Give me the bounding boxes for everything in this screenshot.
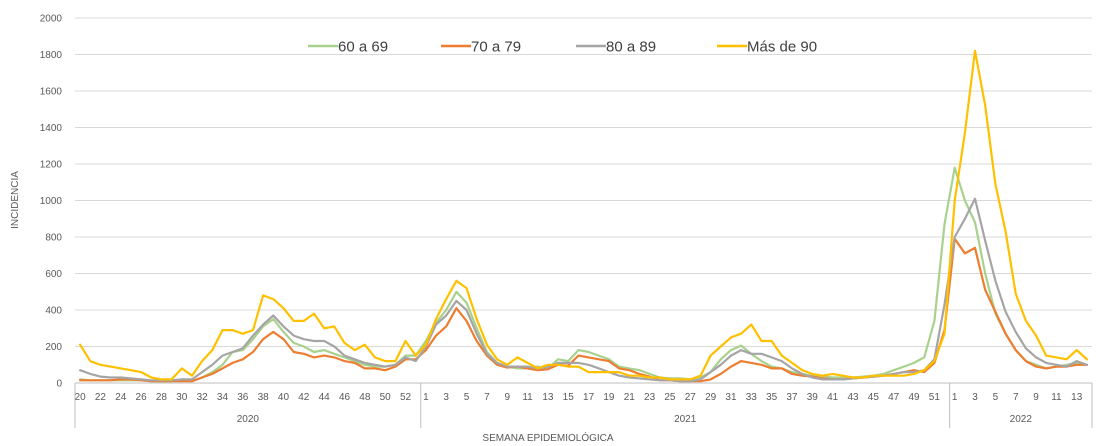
legend: 60 a 69 70 a 79 80 a 89 Más de 90 [308,39,817,56]
y-tick-label: 0 [56,379,62,390]
x-tick-label: 19 [603,392,615,403]
series-line-4 [78,49,1089,381]
x-tick-label: 42 [298,392,310,403]
y-tick-label: 1800 [40,50,63,61]
legend-label: 60 a 69 [338,39,388,56]
x-tick-label: 25 [664,392,676,403]
x-tick-label: 24 [115,392,127,403]
x-tick-label: 33 [746,392,758,403]
x-tick-label: 52 [400,392,412,403]
x-tick-label: 13 [542,392,554,403]
x-tick-label: 11 [522,392,533,403]
y-tick-label: 1200 [40,160,63,171]
y-tick-label: 600 [45,269,62,280]
x-tick-label: 5 [464,392,470,403]
x-tick-label: 49 [908,392,920,403]
x-tick-label: 36 [237,392,249,403]
x-tick-label: 51 [929,392,941,403]
x-tick-label: 1 [952,392,958,403]
x-tick-label: 26 [136,392,148,403]
x-tick-label: 47 [888,392,900,403]
x-tick-label: 9 [1033,392,1039,403]
x-tick-label: 5 [993,392,999,403]
y-tick-label: 200 [45,342,62,353]
x-tick-label: 41 [827,392,839,403]
x-tick-label: 30 [176,392,188,403]
x-tick-label: 7 [1013,392,1019,403]
y-axis-title: INCIDENCIA [10,171,21,229]
y-tick-label: 400 [45,306,62,317]
y-tick-label: 1400 [40,123,63,134]
x-tick-label: 44 [319,392,331,403]
x-tick-label: 15 [563,392,575,403]
y-axis-ticks: 0 200 400 600 800 1000 1200 1400 1600 1800 2000 [40,14,63,390]
x-tick-label: 32 [197,392,209,403]
x-tick-label: 50 [380,392,392,403]
x-tick-label: 3 [972,392,978,403]
series-lines [78,49,1089,383]
y-tick-label: 1000 [40,196,63,207]
legend-label: 80 a 89 [606,39,656,56]
x-tick-label: 46 [339,392,351,403]
x-tick-label: 40 [278,392,290,403]
x-tick-label: 34 [217,392,229,403]
legend-label: 70 a 79 [471,39,521,56]
series-line-1 [78,166,1089,383]
x-tick-label: 3 [443,392,449,403]
y-tick-label: 1600 [40,87,63,98]
x-tick-label: 43 [847,392,859,403]
y-tick-label: 2000 [40,14,63,25]
x-tick-label: 22 [95,392,107,403]
x-tick-label: 17 [583,392,595,403]
year-label: 2021 [674,414,697,425]
x-tick-label: 7 [484,392,490,403]
x-tick-label: 21 [624,392,636,403]
x-axis-title: SEMANA EPIDEMIOLÓGICA [482,431,613,444]
x-tick-label: 27 [685,392,697,403]
year-label: 2020 [237,414,260,425]
x-tick-label: 11 [1051,392,1062,403]
x-tick-label: 31 [725,392,737,403]
x-tick-label: 9 [504,392,510,403]
x-tick-label: 29 [705,392,717,403]
y-tick-label: 800 [45,233,62,244]
gridlines [75,17,1092,347]
x-tick-label: 13 [1071,392,1083,403]
year-label: 2022 [1010,414,1033,425]
x-tick-label: 45 [868,392,880,403]
x-tick-label: 1 [423,392,429,403]
x-tick-label: 38 [258,392,270,403]
x-tick-label: 28 [156,392,168,403]
x-axis: 20 22 24 26 28 30 32 34 36 38 40 42 44 46 48 50 52 1 3 5 7 9 1… [74,382,1093,428]
x-tick-label: 20 [75,392,87,403]
x-tick-label: 48 [359,392,371,403]
x-tick-label: 39 [807,392,819,403]
x-tick-label: 37 [786,392,798,403]
x-tick-label: 23 [644,392,656,403]
legend-label: Más de 90 [747,39,817,56]
x-tick-label: 35 [766,392,778,403]
